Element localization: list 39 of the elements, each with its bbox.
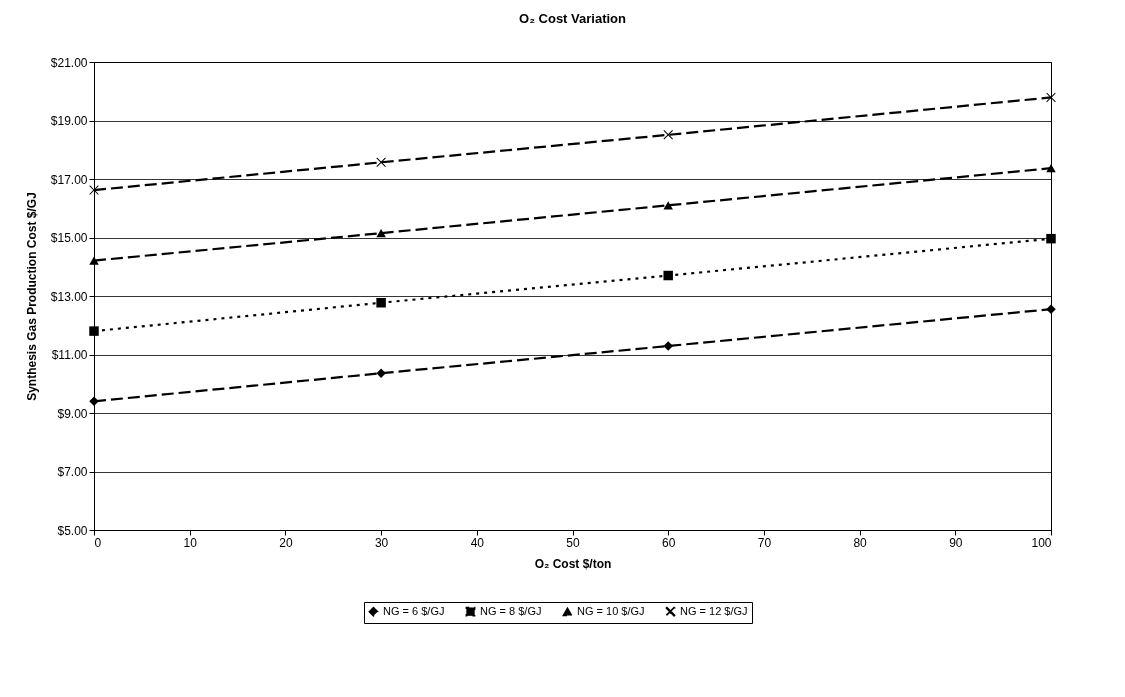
x-tick-label: 90 bbox=[949, 535, 963, 550]
point bbox=[1046, 92, 1056, 103]
y-tick-label: $19.00 bbox=[50, 114, 88, 128]
x-tick-label: 20 bbox=[279, 535, 293, 550]
y-tick-label: $9.00 bbox=[57, 406, 88, 421]
point bbox=[1046, 233, 1056, 244]
legend-label: NG = 12 $/GJ bbox=[680, 604, 748, 617]
point bbox=[89, 326, 99, 336]
y-tick-label: $13.00 bbox=[50, 289, 88, 304]
y-tick-label: $17.00 bbox=[50, 172, 88, 187]
x-axis-title: O₂ Cost $/ton bbox=[534, 556, 612, 571]
x-tick-label: 80 bbox=[853, 535, 868, 550]
x-tick-label: 30 bbox=[374, 535, 389, 550]
point bbox=[376, 157, 386, 168]
x-tick-label: 40 bbox=[470, 535, 485, 550]
legend-label: NG = 8 $/GJ bbox=[480, 604, 542, 617]
x-tick-label: 60 bbox=[662, 535, 676, 550]
y-tick-label: $5.00 bbox=[57, 523, 88, 538]
x-tick-label: 10 bbox=[183, 535, 198, 550]
y-tick-label: $7.00 bbox=[57, 465, 88, 479]
point bbox=[376, 368, 386, 378]
x-tick-label: 50 bbox=[566, 535, 580, 550]
chart-title: O₂ Cost Variation bbox=[519, 11, 627, 26]
y-tick-label: $15.00 bbox=[50, 231, 88, 245]
point bbox=[663, 130, 673, 140]
x-tick-label: 70 bbox=[757, 535, 772, 550]
point bbox=[376, 229, 386, 238]
y-axis-title: Synthesis Gas Production Cost $/GJ bbox=[24, 192, 39, 401]
point bbox=[1046, 164, 1056, 173]
point bbox=[89, 396, 99, 407]
x-tick-label: 0 bbox=[94, 535, 102, 550]
x-tick-label: 100 bbox=[1031, 535, 1052, 550]
point bbox=[89, 256, 99, 265]
point bbox=[663, 270, 673, 281]
legend-label: NG = 10 $/GJ bbox=[577, 604, 645, 617]
y-tick-label: $11.00 bbox=[51, 348, 88, 362]
legend-label: NG = 6 $/GJ bbox=[383, 604, 445, 617]
y-tick-label: $21.00 bbox=[50, 55, 88, 70]
point bbox=[376, 297, 386, 308]
